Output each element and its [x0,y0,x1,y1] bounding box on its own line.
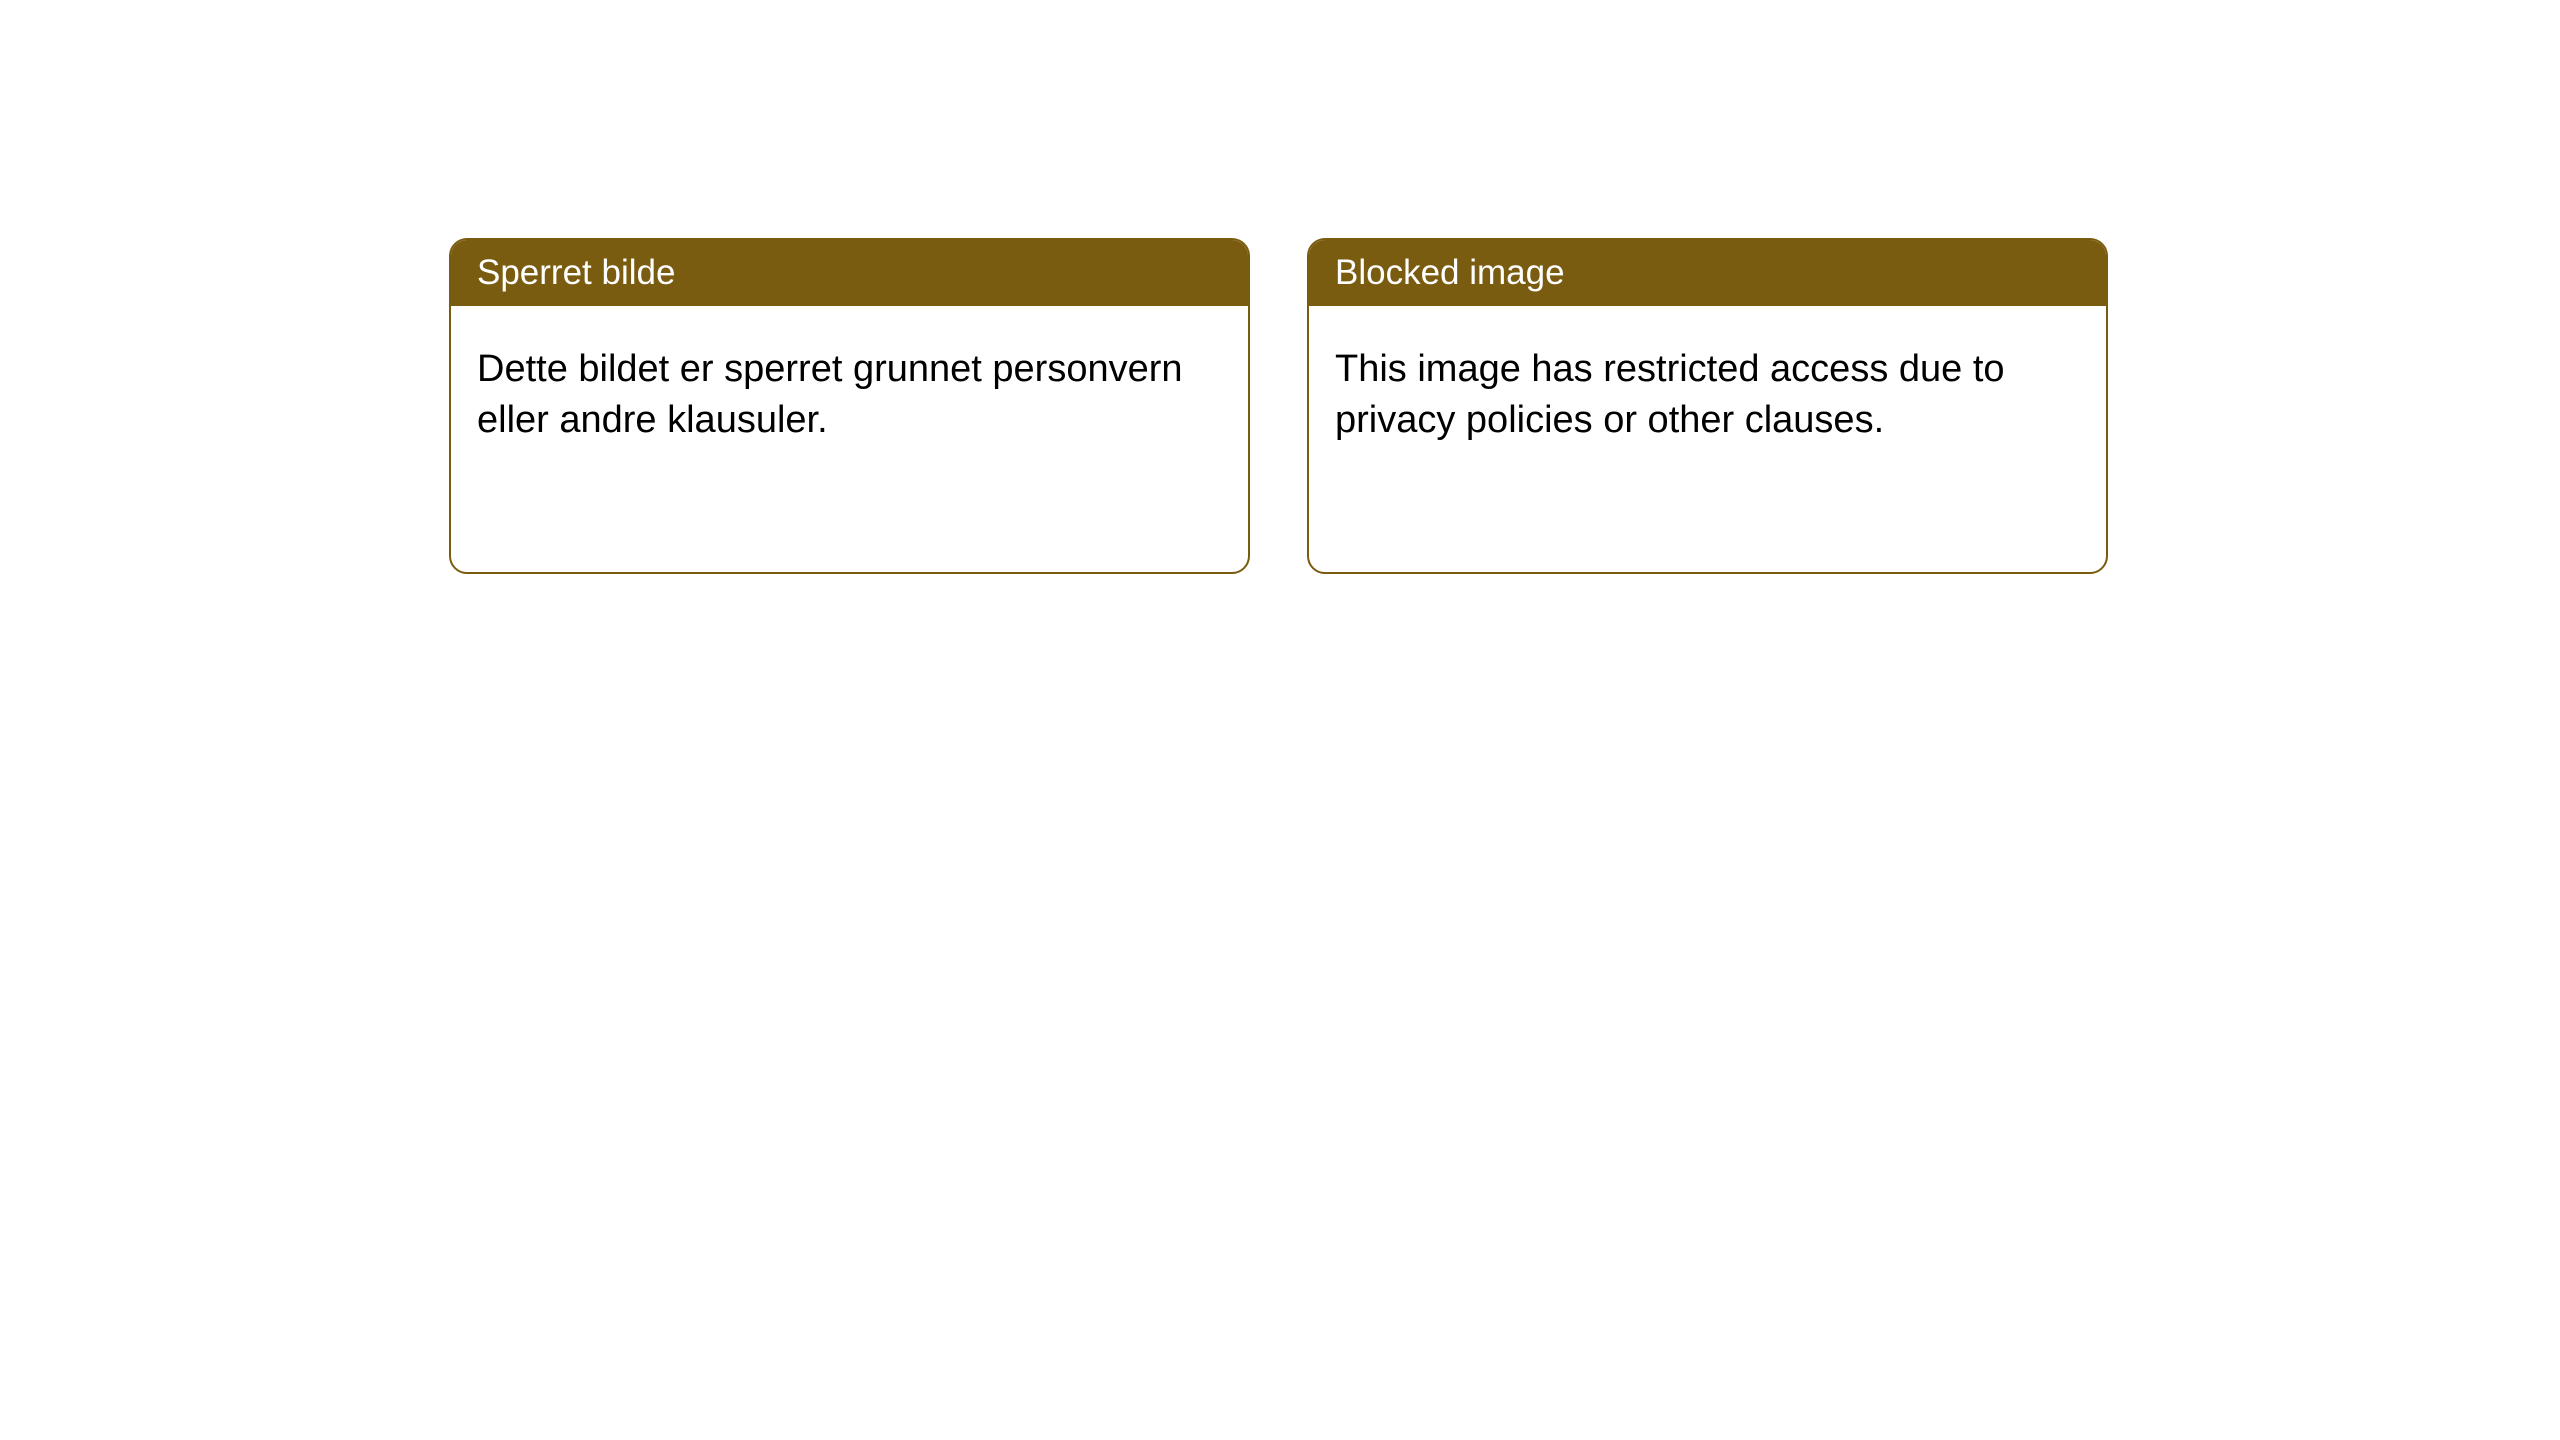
notice-card-text: This image has restricted access due to … [1335,348,2005,441]
notice-card-text: Dette bildet er sperret grunnet personve… [477,348,1183,441]
notice-cards-container: Sperret bilde Dette bildet er sperret gr… [449,238,2108,574]
notice-card-norwegian: Sperret bilde Dette bildet er sperret gr… [449,238,1250,574]
notice-card-header: Blocked image [1309,240,2106,306]
notice-card-header: Sperret bilde [451,240,1248,306]
notice-card-title: Sperret bilde [477,253,675,292]
notice-card-title: Blocked image [1335,253,1565,292]
notice-card-body: This image has restricted access due to … [1309,306,2106,485]
notice-card-english: Blocked image This image has restricted … [1307,238,2108,574]
notice-card-body: Dette bildet er sperret grunnet personve… [451,306,1248,485]
